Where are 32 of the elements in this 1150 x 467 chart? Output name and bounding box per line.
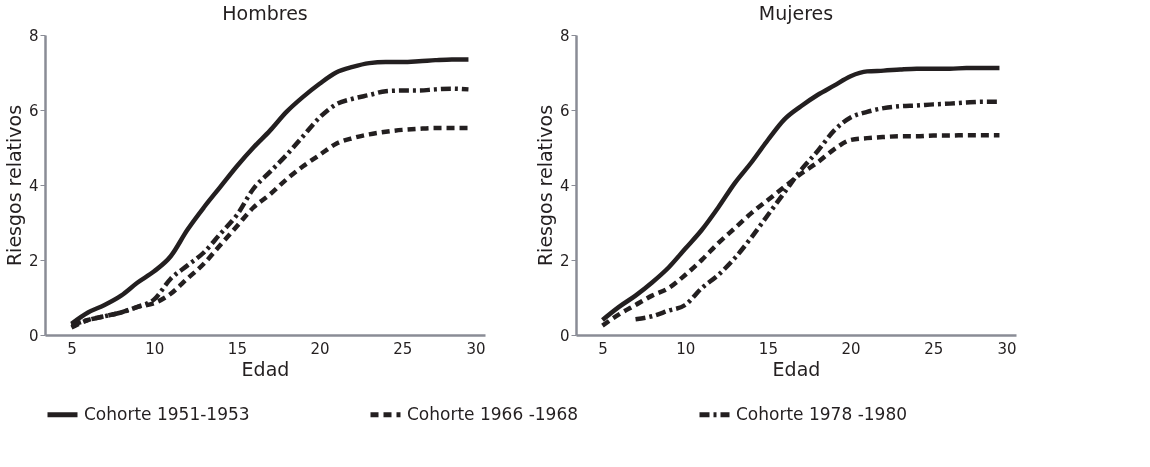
y-tick-label: 6: [28, 101, 39, 120]
chart-title: Hombres: [222, 2, 308, 24]
y-axis-title: Riesgos relativos: [2, 104, 25, 267]
x-tick-label: 25: [924, 339, 944, 358]
x-tick-label: 20: [310, 339, 330, 358]
line-series: [600, 65, 1002, 323]
y-tick-label: 8: [559, 26, 570, 45]
x-axis-title: Edad: [241, 357, 290, 380]
y-tick-label: 2: [28, 251, 39, 270]
x-tick-label: 20: [841, 339, 861, 358]
y-tick-label: 8: [28, 26, 39, 45]
legend-label: Cohorte 1966 -1968: [407, 403, 579, 424]
y-tick-label: 4: [559, 176, 570, 195]
x-tick-label: 10: [145, 339, 165, 358]
y-tick-label: 4: [28, 176, 39, 195]
y-axis-title: Riesgos relativos: [533, 104, 556, 267]
x-axis-title: Edad: [772, 357, 821, 380]
chart-title: Mujeres: [758, 2, 834, 24]
y-tick-label: 0: [28, 326, 39, 345]
x-tick-label: 5: [598, 339, 608, 358]
x-tick-label: 30: [997, 339, 1017, 358]
y-tick-label: 6: [559, 101, 570, 120]
legend-label: Cohorte 1951-1953: [84, 403, 250, 424]
legend-label: Cohorte 1978 -1980: [736, 403, 908, 424]
x-tick-label: 10: [676, 339, 696, 358]
x-tick-label: 25: [393, 339, 413, 358]
x-tick-label: 15: [227, 339, 247, 358]
x-tick-label: 15: [758, 339, 778, 358]
y-tick-label: 0: [559, 326, 570, 345]
y-tick-label: 2: [559, 251, 570, 270]
x-tick-label: 5: [67, 339, 77, 358]
x-tick-label: 30: [466, 339, 486, 358]
